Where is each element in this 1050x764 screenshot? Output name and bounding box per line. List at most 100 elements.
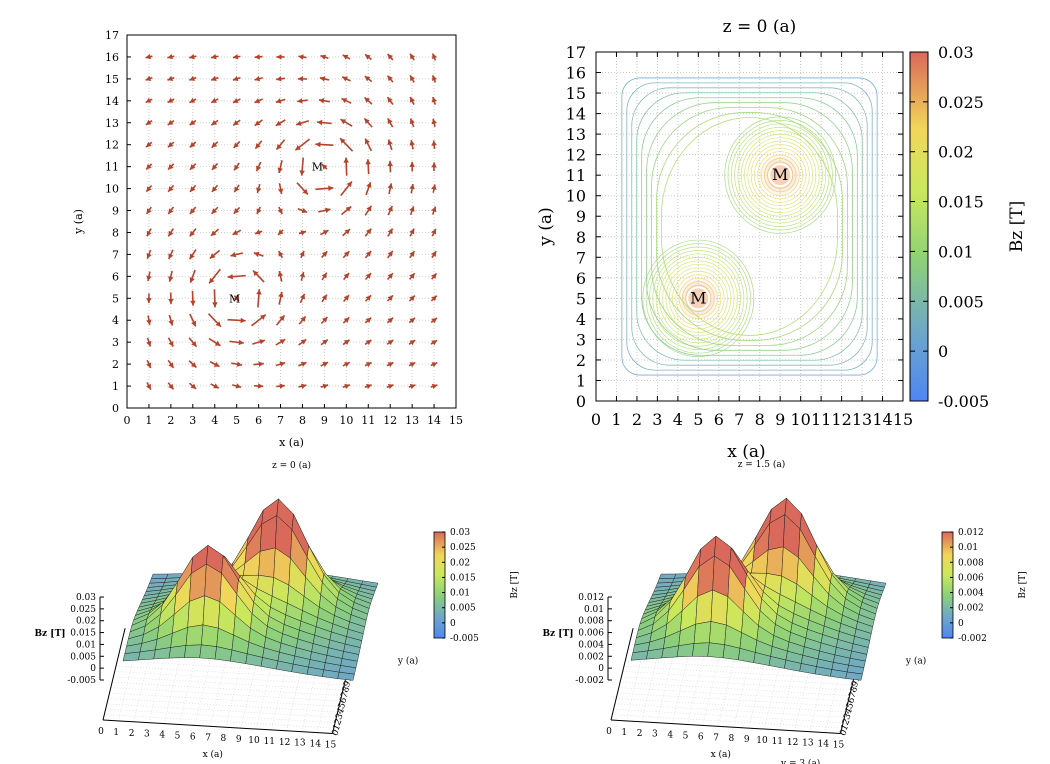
- vector-arrow: [275, 119, 286, 127]
- contour-line: [685, 284, 712, 312]
- colorbar: [433, 531, 446, 639]
- z-axis-label: Bz [T]: [542, 629, 573, 639]
- vector-arrow: [297, 98, 308, 104]
- vector-arrow: [321, 163, 328, 170]
- vector-arrow: [254, 140, 263, 150]
- vector-arrow: [318, 207, 331, 213]
- x-tick-label: 4: [211, 414, 218, 427]
- x-tick-label: 2: [129, 729, 135, 739]
- y-tick-label: 10: [105, 183, 119, 196]
- y-tick-label: 7: [847, 690, 859, 700]
- vector-arrow: [321, 294, 328, 303]
- vector-arrow: [409, 183, 415, 194]
- vector-arrow: [210, 75, 219, 82]
- x-tick-label: 0: [98, 727, 104, 737]
- x-tick-label: 1: [621, 728, 627, 738]
- plot-frame: [595, 51, 904, 402]
- vector-arrow: [167, 97, 175, 104]
- vector-arrow: [277, 160, 283, 174]
- y-tick-label: 2: [112, 358, 119, 371]
- vector-arrow: [364, 383, 372, 390]
- vector-arrow: [145, 163, 153, 170]
- x-axis-label: x (a): [711, 749, 731, 760]
- vector-arrow: [386, 96, 394, 105]
- surface-cell: [337, 671, 355, 681]
- vector-arrow: [386, 272, 394, 280]
- vector-arrow: [211, 206, 219, 215]
- y-tick-label: 1: [576, 371, 586, 390]
- vector-arrow: [146, 359, 152, 369]
- y-tick-label: 7: [339, 690, 351, 700]
- contour-line: [678, 277, 718, 319]
- vector-arrow: [188, 360, 198, 369]
- y-tick-label: 13: [105, 117, 119, 130]
- vector-arrow: [252, 270, 265, 283]
- contour-line: [641, 97, 858, 356]
- vector-arrow: [233, 140, 241, 149]
- vector-arrow: [145, 184, 153, 193]
- vector-arrow: [387, 228, 394, 237]
- z-tick-label: 0.01: [584, 605, 604, 615]
- contour-line: [652, 250, 745, 347]
- y-tick-label: 16: [566, 64, 586, 83]
- vector-arrow: [430, 383, 438, 390]
- vector-arrow: [342, 339, 351, 346]
- vector-arrow: [409, 161, 415, 172]
- contour-line: [645, 243, 751, 354]
- vector-arrow: [207, 313, 222, 328]
- contour-line: [750, 144, 810, 207]
- vector-arrow: [298, 54, 307, 60]
- vector-arrow: [167, 75, 175, 81]
- x-tick-label: 13: [405, 414, 419, 427]
- x-tick-label: 6: [698, 732, 704, 742]
- y-tick-label: 2: [841, 717, 853, 727]
- x-tick-label: 6: [714, 410, 724, 429]
- vector-arrow: [189, 313, 197, 327]
- vector-arrow: [431, 272, 438, 280]
- x-tick-label: 10: [756, 736, 768, 746]
- vector-arrow: [409, 272, 416, 280]
- vector-arrow: [320, 361, 329, 367]
- vector-arrow: [168, 314, 174, 326]
- y-tick-label: 8: [112, 226, 119, 239]
- vector-arrow: [320, 54, 329, 60]
- x-tick-label: 9: [744, 735, 750, 745]
- vector-arrow: [167, 53, 175, 60]
- floor-grid: [110, 687, 341, 702]
- y-axis-line: [102, 628, 126, 721]
- contour-line: [658, 257, 738, 340]
- contour-line: [760, 154, 800, 196]
- contour-line: [724, 116, 837, 234]
- vector-arrow: [256, 289, 262, 308]
- x-tick-label: 5: [693, 410, 703, 429]
- vector-arrow: [146, 337, 152, 347]
- x-tick-label: 7: [277, 414, 284, 427]
- vector-arrow: [278, 250, 284, 259]
- vector-arrow: [233, 295, 240, 302]
- y-axis-line: [610, 628, 634, 721]
- vector-arrow: [232, 54, 241, 60]
- contour-line: [646, 102, 853, 351]
- vector-arrow: [431, 118, 437, 127]
- contour-line: [672, 270, 725, 326]
- vector-arrow: [188, 382, 197, 390]
- vector-arrow: [145, 206, 152, 215]
- vector-arrow: [167, 228, 174, 237]
- vector-arrow: [209, 249, 221, 260]
- vector-arrow: [387, 183, 393, 195]
- vector-arrow: [227, 317, 246, 324]
- floor-grid: [622, 671, 853, 686]
- x-tick-label: 12: [279, 738, 290, 748]
- y-tick-label: 3: [112, 336, 119, 349]
- x-tick-label: 12: [831, 410, 851, 429]
- x-tick-label: 5: [233, 414, 240, 427]
- plot-title: z = 0 (a): [723, 17, 797, 37]
- vector-arrow: [320, 338, 329, 346]
- vector-arrow: [231, 361, 243, 367]
- vector-arrow: [364, 53, 372, 61]
- vector-arrow: [365, 159, 371, 175]
- vector-arrow: [189, 97, 197, 104]
- x-tick-label: 3: [189, 414, 196, 427]
- y-tick-label: 6: [576, 269, 586, 288]
- plot-frame: [126, 34, 457, 409]
